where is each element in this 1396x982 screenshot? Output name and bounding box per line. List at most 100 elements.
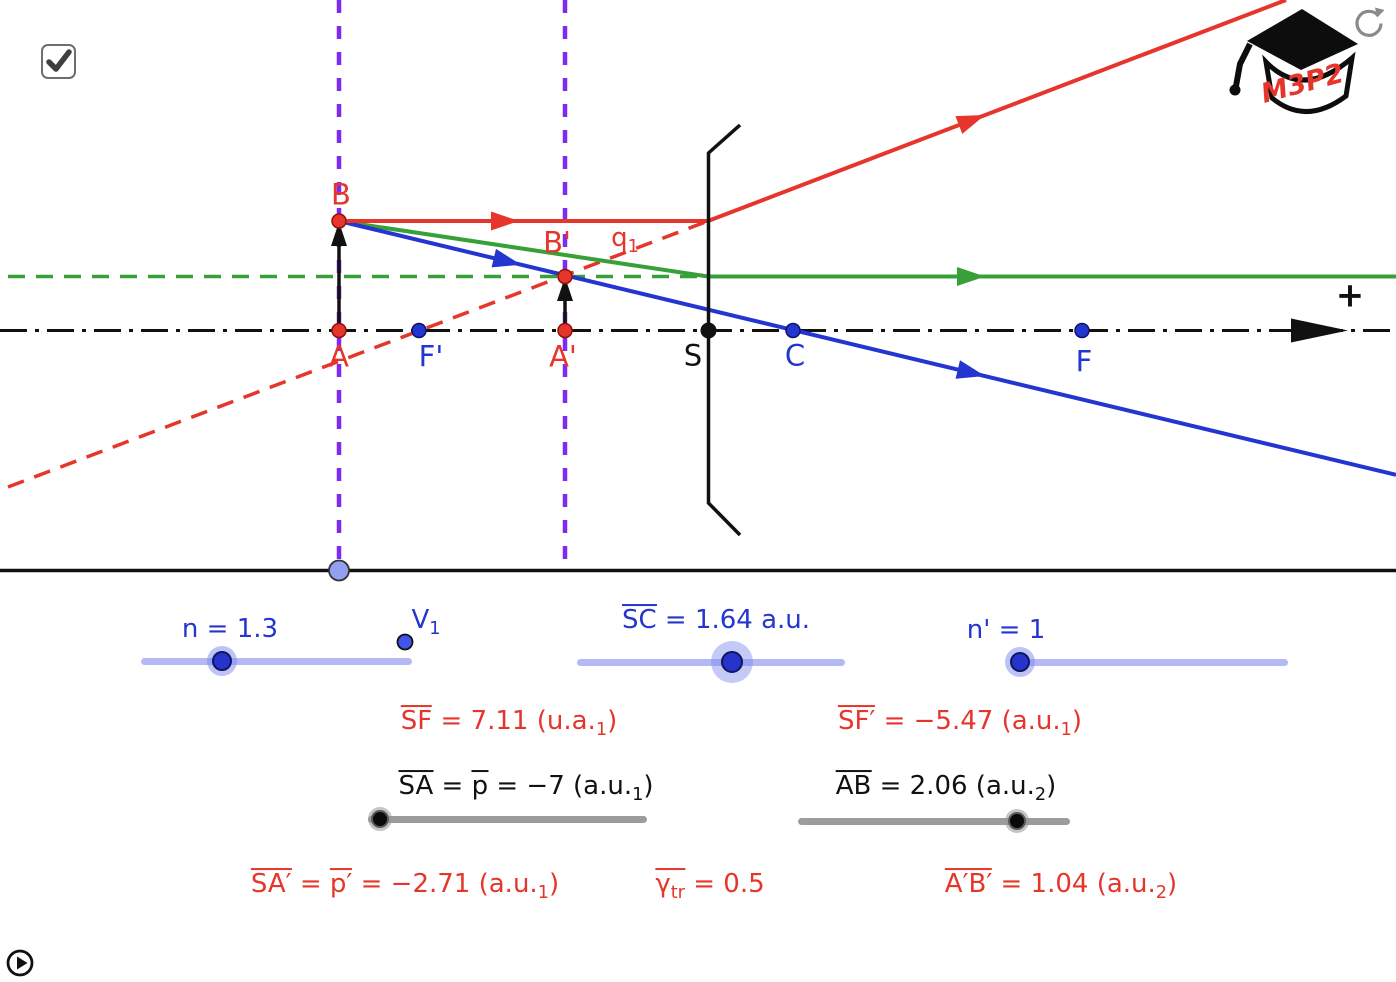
- point-V1[interactable]: [396, 633, 414, 651]
- slider-n-prime-thumb[interactable]: [1010, 652, 1030, 672]
- point-label-F-prime: F': [418, 339, 444, 374]
- checkmark-icon: [46, 49, 72, 72]
- positive-direction-label: +: [1335, 275, 1365, 316]
- math-text: V: [411, 605, 430, 636]
- slider-sa-label: SA = p = −7 (a.u.1): [398, 770, 654, 806]
- math-text: = 1.04 (a.u.: [992, 869, 1156, 900]
- math-overlined: γtr: [655, 868, 685, 902]
- ray-label-q1: q1: [611, 223, 639, 258]
- math-text: = −5.47 (a.u.: [875, 706, 1061, 737]
- show-construction-checkbox[interactable]: [41, 44, 76, 79]
- math-overlined: SF′: [837, 705, 876, 737]
- math-text: = −7 (a.u.: [488, 771, 633, 802]
- readout-sf: SF = 7.11 (u.a.1): [400, 705, 618, 741]
- math-text: = −2.71 (a.u.: [352, 869, 538, 900]
- slider-ab-thumb[interactable]: [1008, 812, 1026, 830]
- math-text: γ: [655, 869, 671, 900]
- math-text: ): [643, 771, 654, 802]
- cap-band: [1262, 51, 1356, 114]
- math-overlined: SA′: [250, 868, 292, 900]
- math-text: = 2.06 (a.u.: [871, 771, 1035, 802]
- object-arrow-AB: [331, 222, 347, 330]
- math-text: ): [607, 706, 618, 737]
- ground-slider-point[interactable]: [328, 559, 350, 582]
- point-F-prime: [411, 322, 427, 339]
- tassel: [1233, 42, 1253, 87]
- play-icon: [6, 949, 34, 977]
- slider-ab-label: AB = 2.06 (a.u.2): [835, 770, 1056, 806]
- point-label-S: S: [683, 338, 703, 373]
- point-F: [1074, 322, 1090, 339]
- green-ray-arrow: [957, 267, 985, 286]
- blue-ray-arrow-2: [955, 360, 985, 379]
- point-label-C: C: [784, 338, 806, 373]
- math-sub: 1: [429, 619, 441, 640]
- point-B[interactable]: [331, 213, 347, 229]
- math-text: =: [291, 869, 330, 900]
- slider-n-prime-label: n' = 1: [966, 615, 1046, 646]
- point-B-prime: [557, 268, 573, 285]
- math-overlined: A′B′: [944, 868, 993, 900]
- refresh-icon: [1355, 7, 1385, 37]
- math-text: = 1.64 a.u.: [656, 605, 811, 636]
- math-text: =: [433, 771, 472, 802]
- point-label-B: B: [331, 177, 351, 212]
- math-overlined: SF: [400, 705, 433, 737]
- readout-a-prime-b-prime: A′B′ = 1.04 (a.u.2): [944, 868, 1178, 902]
- slider-n-prime-track[interactable]: [1018, 659, 1288, 666]
- math-overlined: p: [471, 770, 489, 802]
- slider-sa-track[interactable]: [368, 816, 647, 823]
- math-overlined: SA: [398, 770, 434, 802]
- image-arrow-ApBp: [557, 277, 573, 330]
- math-text: = 0.5: [684, 869, 765, 900]
- reset-button[interactable]: [1352, 6, 1386, 44]
- math-text: q: [611, 223, 628, 254]
- slider-n-track[interactable]: [141, 658, 412, 665]
- math-sub: 1: [627, 237, 639, 258]
- math-sub: 1: [1060, 720, 1072, 741]
- math-sub: 1: [595, 720, 608, 741]
- blue-ray: [338, 219, 1396, 477]
- red-ray-arrow-2: [955, 115, 985, 134]
- red-virtual-extension-line: [7, 219, 709, 489]
- math-text: ): [548, 869, 560, 900]
- slider-sa-thumb[interactable]: [371, 810, 389, 828]
- point-label-F: F: [1075, 344, 1093, 379]
- point-A[interactable]: [331, 322, 347, 339]
- point-label-V1: V1: [411, 605, 441, 640]
- slider-sc-track[interactable]: [577, 659, 845, 666]
- math-overlined: AB: [835, 770, 872, 802]
- math-text: ): [1071, 706, 1083, 737]
- math-sub: 1: [632, 785, 644, 806]
- point-label-A: A: [329, 339, 349, 374]
- math-overlined: SC: [621, 604, 657, 636]
- readout-gamma-tr: γtr = 0.5: [655, 868, 765, 902]
- point-S: [700, 322, 717, 339]
- point-A-prime: [557, 322, 573, 339]
- optical-axis-arrow: [1291, 318, 1348, 343]
- slider-sc-thumb[interactable]: [721, 651, 743, 673]
- slider-sc-label: SC = 1.64 a.u.: [621, 604, 811, 636]
- math-text: ): [1167, 869, 1178, 900]
- tassel-end: [1229, 84, 1241, 96]
- math-text: = 7.11 (u.a.: [432, 706, 596, 737]
- slider-n-thumb[interactable]: [212, 651, 232, 671]
- math-sub: 2: [1034, 785, 1047, 806]
- readout-sa-prime: SA′ = p′ = −2.71 (a.u.1): [250, 868, 560, 904]
- math-sub: 1: [537, 883, 549, 904]
- play-button[interactable]: [5, 948, 35, 982]
- point-C: [785, 322, 801, 339]
- red-ray-arrow-1: [491, 211, 519, 231]
- point-label-B-prime: B': [543, 225, 571, 260]
- math-overlined: p′: [329, 868, 353, 900]
- blue-ray-arrow-1: [491, 248, 521, 268]
- red-ray: [339, 0, 1287, 231]
- m3p2-logo: M3P2: [1229, 9, 1358, 114]
- slider-ab-track[interactable]: [798, 818, 1070, 825]
- math-sub: tr: [670, 883, 685, 904]
- readout-sf-prime: SF′ = −5.47 (a.u.1): [837, 705, 1083, 741]
- mortarboard-icon: [1247, 9, 1358, 70]
- point-label-A-prime: A': [549, 339, 577, 374]
